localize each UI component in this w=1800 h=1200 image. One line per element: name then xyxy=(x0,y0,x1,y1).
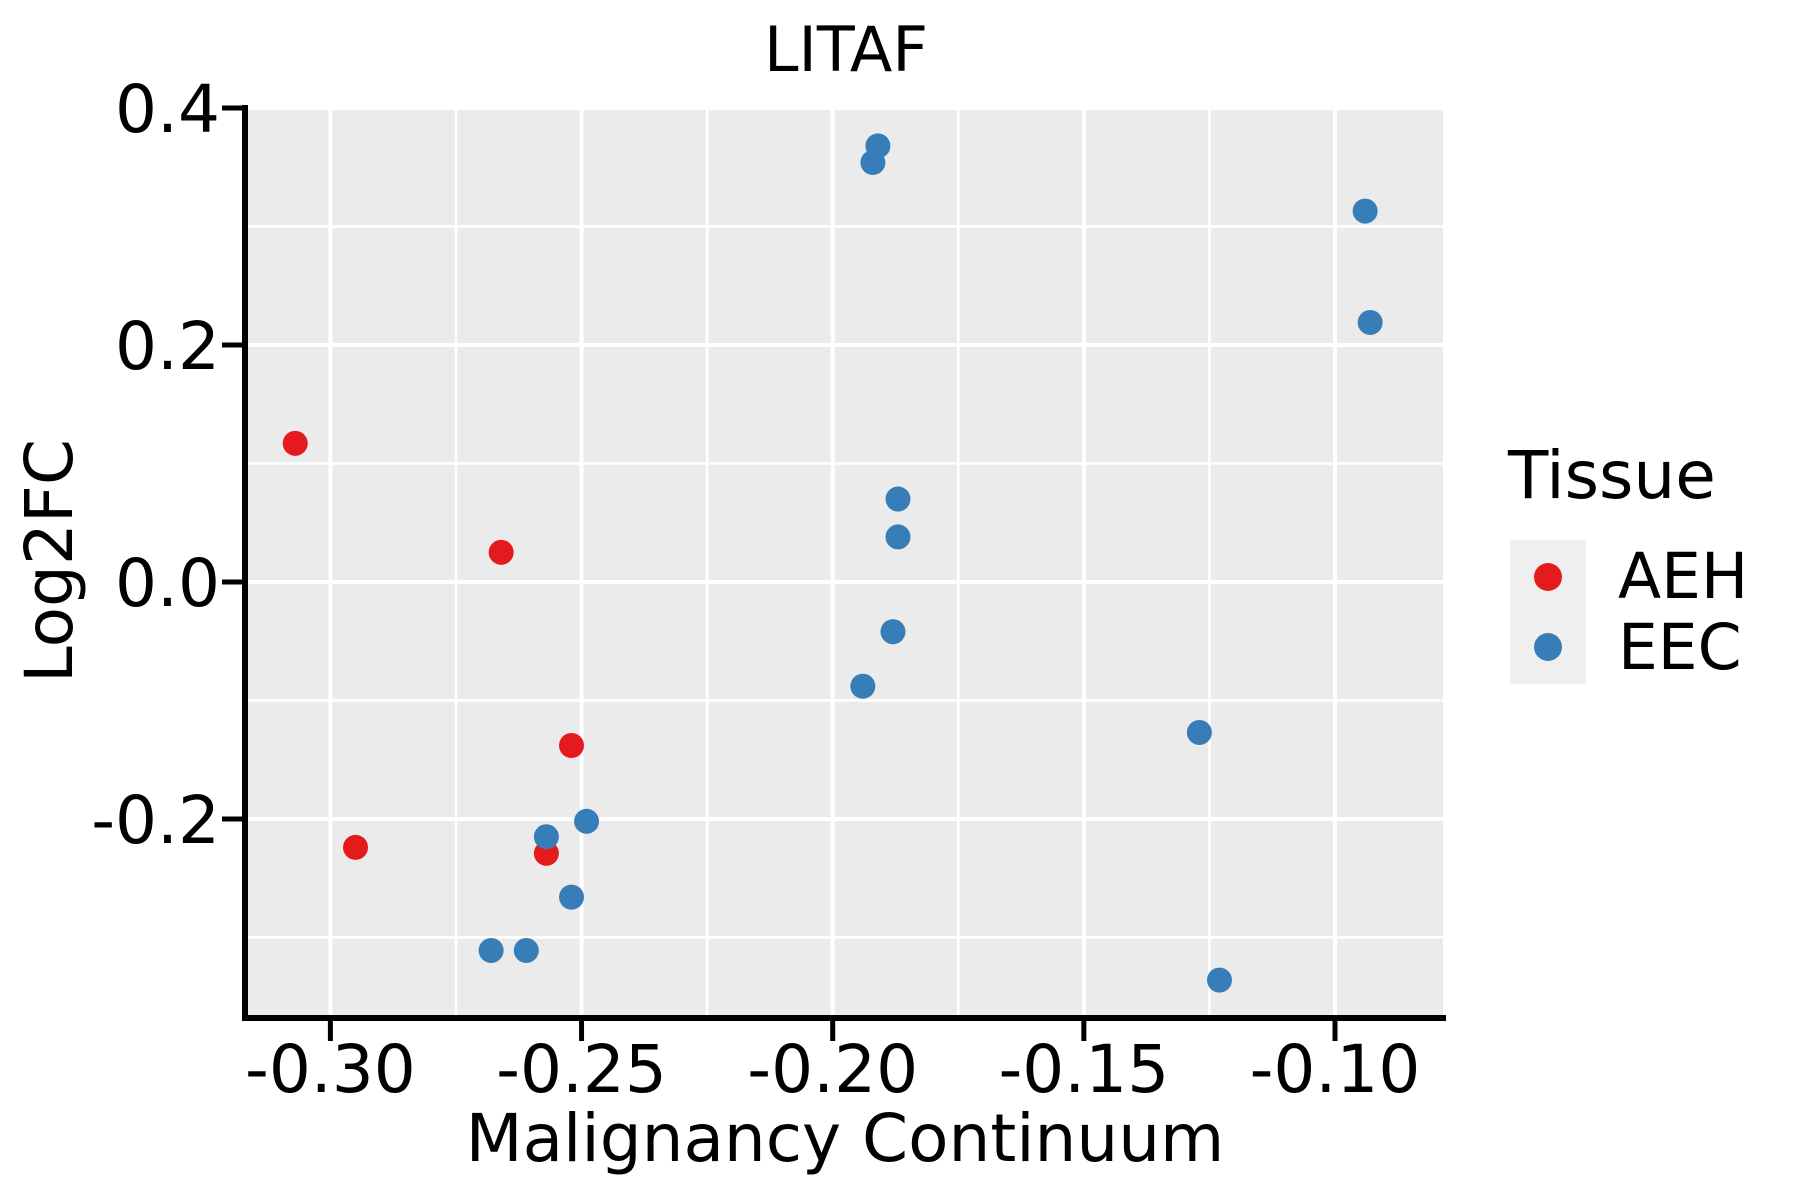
legend-label-eec: EEC xyxy=(1618,611,1742,684)
legend: Tissue AEH EEC xyxy=(1507,437,1748,684)
data-point-eec xyxy=(533,824,559,850)
data-point-eec xyxy=(885,524,911,550)
x-axis-label: Malignancy Continuum xyxy=(466,1100,1225,1177)
data-point-eec xyxy=(1357,309,1383,335)
data-point-eec xyxy=(558,884,584,910)
data-point-eec xyxy=(850,673,876,699)
data-point-eec xyxy=(1206,967,1232,993)
data-point-aeh xyxy=(282,430,308,456)
data-point-aeh xyxy=(488,539,514,565)
y-tick-label: 0.2 xyxy=(115,308,220,385)
data-point-eec xyxy=(574,808,600,834)
tick-labels: -0.30 -0.25 -0.20 -0.15 -0.10 0.4 0.2 0.0 -0.2 xyxy=(91,71,1420,1108)
data-point-eec xyxy=(513,937,539,963)
data-point-eec xyxy=(478,937,504,963)
data-point-eec xyxy=(860,150,886,176)
data-point-aeh xyxy=(558,732,584,758)
data-point-eec xyxy=(1352,198,1378,224)
legend-key-background xyxy=(1510,540,1586,684)
x-tick-label: -0.30 xyxy=(245,1031,416,1108)
data-point-eec xyxy=(885,486,911,512)
minor-gridlines xyxy=(245,108,1443,1018)
legend-swatch-aeh xyxy=(1534,563,1562,591)
data-points xyxy=(282,133,1383,993)
y-axis-label: Log2FC xyxy=(11,439,88,683)
major-gridlines xyxy=(245,106,1443,1018)
axes xyxy=(222,105,1446,1041)
x-tick-label: -0.15 xyxy=(998,1031,1169,1108)
legend-label-aeh: AEH xyxy=(1618,540,1748,613)
data-point-eec xyxy=(1186,719,1212,745)
x-tick-label: -0.10 xyxy=(1250,1031,1421,1108)
plot-area xyxy=(245,108,1443,1018)
legend-swatch-eec xyxy=(1534,633,1562,661)
data-point-aeh xyxy=(343,834,369,860)
data-point-eec xyxy=(880,619,906,645)
x-tick-label: -0.25 xyxy=(496,1031,667,1108)
legend-title: Tissue xyxy=(1507,437,1716,514)
chart-title: LITAF xyxy=(764,13,928,86)
y-tick-label: 0.0 xyxy=(115,545,220,622)
y-tick-label: -0.2 xyxy=(91,782,220,859)
x-tick-label: -0.20 xyxy=(747,1031,918,1108)
y-tick-label: 0.4 xyxy=(115,71,220,148)
